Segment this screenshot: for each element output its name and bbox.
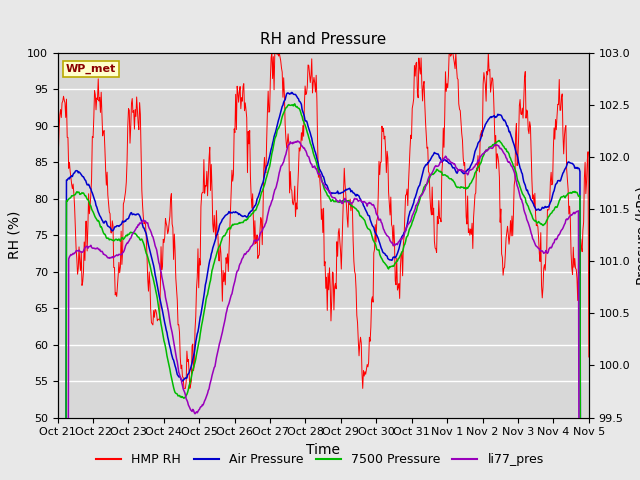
Text: WP_met: WP_met [65,64,116,74]
Y-axis label: RH (%): RH (%) [7,211,21,259]
Y-axis label: Pressure (kPa): Pressure (kPa) [636,186,640,285]
Legend: HMP RH, Air Pressure, 7500 Pressure, li77_pres: HMP RH, Air Pressure, 7500 Pressure, li7… [92,448,548,471]
Title: RH and Pressure: RH and Pressure [260,33,387,48]
X-axis label: Time: Time [306,443,340,457]
